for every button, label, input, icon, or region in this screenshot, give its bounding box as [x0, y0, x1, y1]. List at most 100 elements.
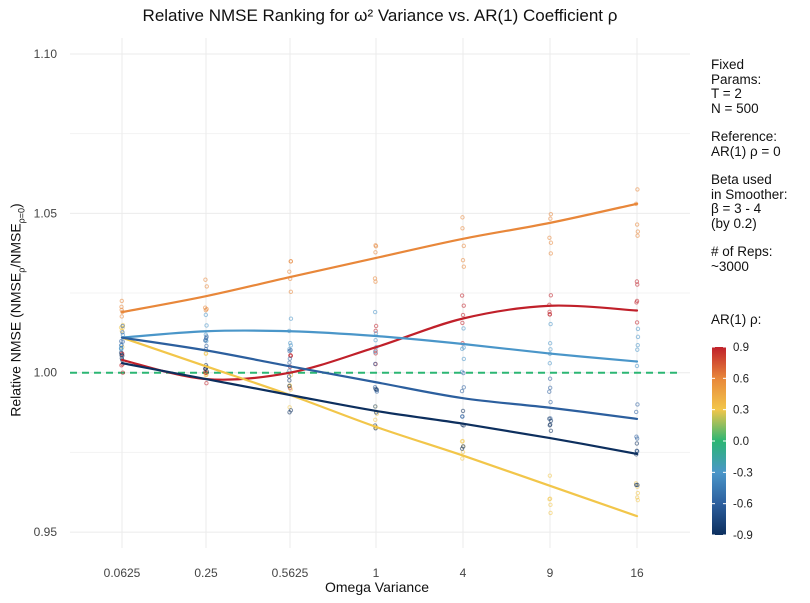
data-point	[461, 370, 466, 376]
data-point	[548, 216, 553, 221]
data-point	[461, 385, 466, 390]
data-point	[460, 414, 465, 419]
data-point	[547, 309, 552, 314]
data-point	[547, 416, 552, 421]
y-axis-label-wrap: Relative NMSE (NMSEρ/NMSEρ=0)	[6, 180, 28, 440]
data-point	[547, 385, 553, 391]
x-tick-label: 0.25	[194, 566, 218, 580]
series-line	[120, 202, 639, 314]
colorbar	[712, 347, 726, 535]
data-point	[461, 356, 467, 362]
data-point	[287, 383, 292, 389]
data-point	[203, 351, 209, 356]
data-point	[373, 328, 378, 334]
data-point	[547, 235, 552, 240]
data-point	[120, 330, 125, 335]
data-point	[548, 347, 553, 352]
data-point	[460, 226, 465, 231]
data-point	[373, 361, 378, 367]
legend-text: in Smoother:	[711, 186, 788, 202]
data-point	[548, 211, 554, 217]
data-point	[634, 441, 640, 446]
data-point	[373, 323, 379, 329]
data-point	[204, 323, 209, 328]
legend-reference: Reference: AR(1) ρ = 0	[711, 129, 806, 159]
data-point	[120, 370, 126, 375]
series-line	[120, 329, 639, 363]
data-point	[460, 408, 466, 414]
data-point	[203, 307, 209, 313]
data-point	[288, 343, 294, 348]
data-point	[120, 323, 125, 329]
data-point	[460, 456, 465, 461]
data-point	[635, 282, 640, 287]
data-point	[461, 326, 466, 331]
data-point	[547, 389, 552, 394]
data-point	[548, 422, 553, 427]
data-point	[119, 298, 124, 304]
colorbar-tick-label: 0.6	[733, 373, 749, 385]
legend-text: # of Reps:	[711, 244, 773, 259]
data-point	[635, 342, 640, 348]
data-point	[461, 243, 466, 249]
series-line	[120, 304, 639, 381]
data-point	[548, 293, 554, 298]
data-point	[635, 490, 641, 496]
data-point	[372, 276, 378, 281]
data-point	[548, 428, 554, 434]
data-point	[119, 342, 124, 348]
data-point	[635, 402, 640, 407]
data-point	[547, 361, 553, 366]
data-point	[372, 309, 378, 315]
data-point	[460, 320, 465, 326]
legend-text: Beta used	[711, 172, 772, 187]
data-point	[287, 378, 292, 383]
data-point	[547, 376, 553, 381]
data-point	[548, 321, 553, 327]
data-point	[547, 473, 553, 478]
data-point	[373, 338, 378, 343]
data-point	[288, 289, 294, 295]
colorbar-title: AR(1) ρ:	[711, 312, 762, 327]
data-point	[203, 277, 208, 282]
legend-text: ~3000	[711, 258, 749, 274]
legend-text: Reference:	[711, 129, 778, 144]
x-tick-label: 4	[460, 566, 467, 580]
data-point	[373, 417, 378, 423]
data-point	[288, 340, 293, 346]
legend-text: N = 500	[711, 100, 759, 116]
x-tick-label: 0.0625	[104, 566, 141, 580]
legend-text: Params:	[711, 71, 762, 87]
series-line	[120, 362, 639, 456]
data-point	[548, 251, 554, 256]
data-point	[634, 363, 640, 369]
data-point	[634, 434, 639, 439]
x-axis-label: Omega Variance	[324, 579, 429, 595]
data-point	[459, 293, 465, 298]
data-point	[203, 338, 208, 343]
legend-beta: Beta used in Smoother: β = 3 - 4 (by 0.2…	[711, 172, 806, 231]
data-point	[635, 347, 640, 352]
data-point	[635, 497, 640, 503]
x-tick-label: 16	[630, 566, 644, 580]
chart-title: Relative NMSE Ranking for ω² Variance vs…	[142, 6, 618, 25]
data-point	[287, 360, 292, 365]
y-tick-label: 1.10	[34, 47, 58, 61]
data-point	[286, 374, 292, 379]
data-point	[119, 314, 124, 319]
data-point	[633, 482, 639, 488]
legend-reps: # of Reps: ~3000	[711, 244, 806, 274]
series-line	[120, 336, 639, 518]
data-point	[288, 316, 294, 321]
data-point	[204, 369, 210, 374]
data-point	[461, 264, 467, 269]
data-point	[634, 298, 640, 304]
data-point	[288, 387, 293, 392]
y-tick-label: 1.00	[34, 366, 58, 380]
legend-text: Fixed	[711, 57, 745, 72]
data-point	[373, 404, 378, 409]
y-tick-label: 1.05	[34, 206, 58, 220]
series-line	[120, 336, 639, 421]
data-point	[548, 502, 553, 507]
data-point	[372, 349, 378, 355]
